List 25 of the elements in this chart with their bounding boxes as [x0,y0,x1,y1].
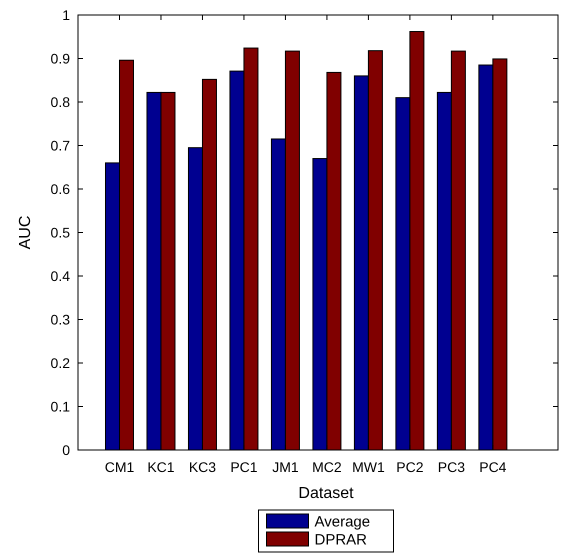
x-tick-label: PC3 [438,459,466,475]
y-tick-label: 0.7 [50,137,70,154]
y-tick-label: 0.8 [50,94,70,110]
x-tick-label: KC1 [147,459,175,475]
y-tick-label: 0.4 [50,268,70,284]
x-tick-label: KC3 [188,459,216,475]
y-tick-label: 0 [62,442,70,458]
x-tick-label: PC1 [230,459,258,475]
x-tick-label: CM1 [104,459,134,475]
legend-label: DPRAR [314,531,368,548]
y-tick-label: 0.3 [50,311,70,328]
x-tick-label: PC2 [396,459,424,475]
x-axis-title: Dataset [298,485,354,502]
y-tick-label: 0.2 [50,354,70,371]
y-tick-label: 0.5 [50,224,70,240]
y-tick-label: 1 [62,6,70,23]
x-tick-label: JM1 [272,459,299,475]
y-axis-title: AUC [17,216,34,250]
y-tick-label: 0.9 [50,50,70,66]
y-tick-label: 0.6 [50,180,70,197]
x-tick-label: PC4 [479,459,507,475]
x-tick-label: MW1 [352,459,385,475]
x-tick-label: MC2 [312,459,342,475]
y-tick-label: 0.1 [50,398,70,414]
legend-label: Average [314,513,370,530]
